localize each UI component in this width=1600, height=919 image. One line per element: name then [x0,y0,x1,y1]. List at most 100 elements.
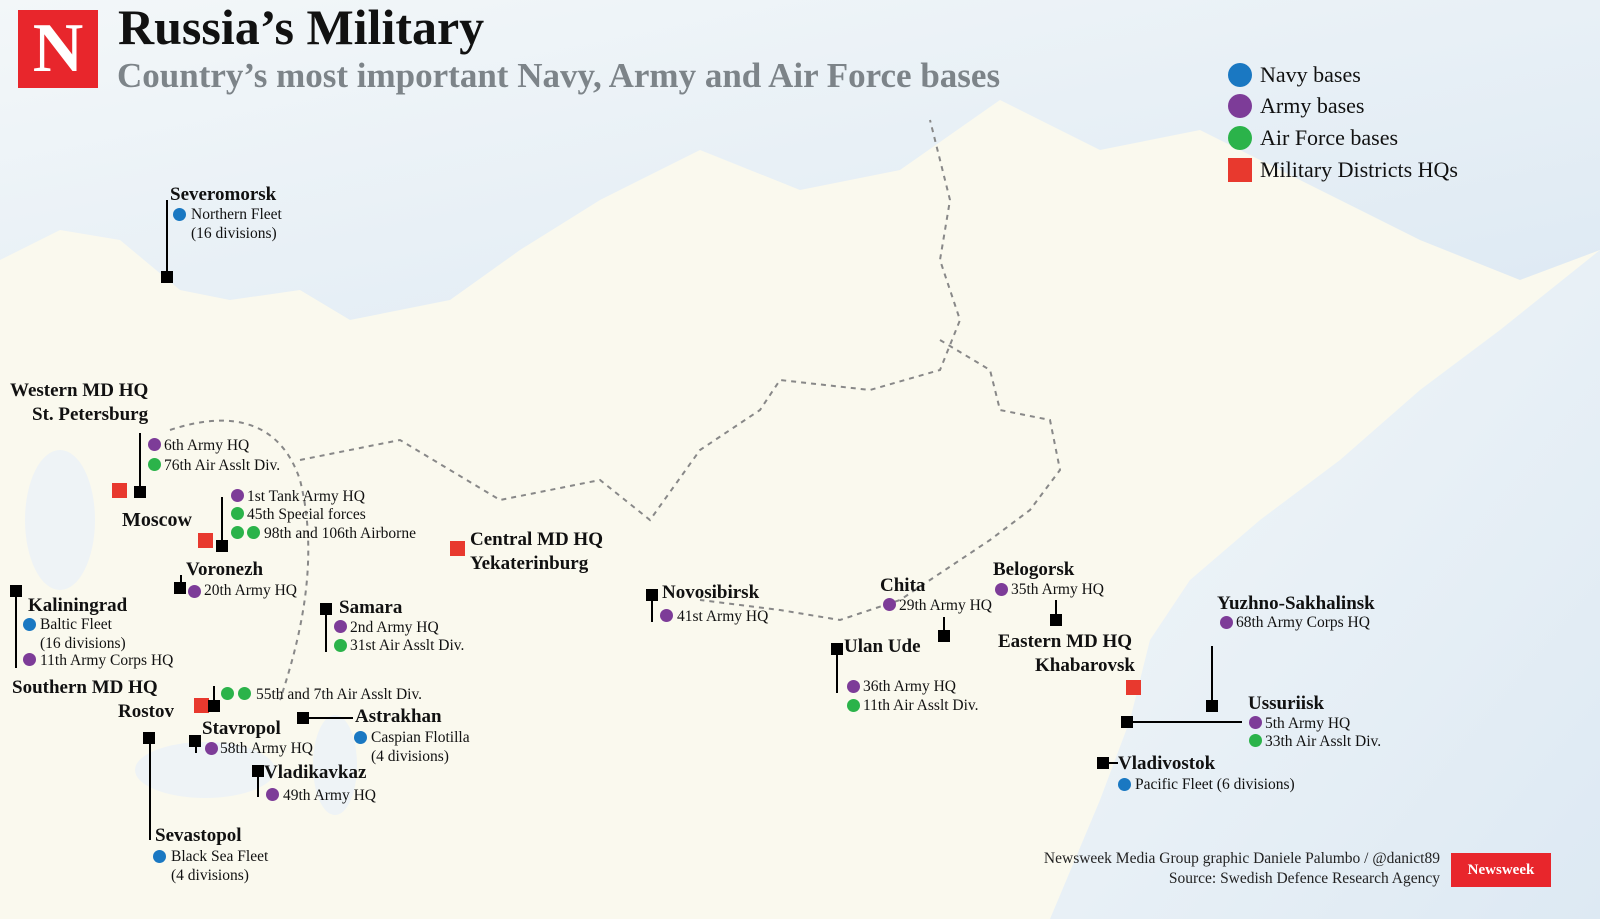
credits: Newsweek Media Group graphic Daniele Pal… [1044,849,1440,889]
location-marker [161,271,173,283]
army-dot-icon [334,620,347,633]
navy-dot-icon [153,850,166,863]
city-name: Belogorsk [993,559,1075,580]
army-dot-icon [23,653,36,666]
leader-line [1211,646,1213,704]
army-dot-icon [205,742,218,755]
army-dot-icon [148,438,161,451]
leader-line [943,617,945,633]
location-marker [938,630,950,642]
location-marker [1050,614,1062,626]
legend-label: Air Force bases [1260,125,1399,150]
unit-label: (4 divisions) [371,748,449,765]
city-name: Ussuriisk [1248,693,1325,714]
newsweek-badge: Newsweek [1451,853,1551,887]
unit-label: 33th Air Asslt Div. [1265,733,1382,750]
unit-label: 58th Army HQ [220,740,313,757]
location-marker [174,582,186,594]
unit-label: Baltic Fleet [40,616,112,633]
leader-line [257,770,259,797]
legend-navy: Navy bases [1228,62,1361,88]
city-name: Moscow [122,509,192,531]
air-dot-icon [1228,126,1252,150]
army-dot-icon [1220,616,1233,629]
district-borders [169,119,1062,701]
army-dot-icon [847,680,860,693]
leader-line [221,497,223,543]
graphic-credit: Newsweek Media Group graphic Daniele Pal… [1043,850,1440,867]
leader-line [303,717,353,719]
city-name: St. Petersburg [32,404,149,425]
city-name: Ulan Ude [844,636,921,657]
page-title: Russia’s Military [118,0,485,55]
city-name: Kaliningrad [28,595,128,616]
army-dot-icon [188,585,201,598]
hq-marker [194,698,209,713]
baltic-sea [25,450,95,590]
leader-line [1103,762,1118,764]
unit-label: 76th Air Asslt Div. [164,457,281,474]
air-dot-icon [221,687,234,700]
city-name: Severomorsk [170,184,277,205]
pacific-ocean [1050,250,1600,919]
unit-label: 11th Army Corps HQ [40,652,174,669]
air-dot-icon [847,699,860,712]
location-marker [1121,716,1133,728]
district-name: Western MD HQ [10,380,149,401]
city-name: Vladivostok [1118,753,1216,774]
district-name: Southern MD HQ [12,677,158,698]
unit-label: 49th Army HQ [283,787,376,804]
unit-label: 36th Army HQ [863,678,956,695]
unit-label: 6th Army HQ [164,437,250,454]
unit-label: 55th and 7th Air Asslt Div. [256,686,423,703]
leader-line [1128,721,1242,723]
hq-square-icon [1228,158,1252,182]
leader-line [15,590,17,668]
city-name: Vladikavkaz [264,762,367,783]
air-dot-icon [231,507,244,520]
unit-label: 35th Army HQ [1011,581,1104,598]
navy-dot-icon [1118,778,1131,791]
hq-marker [1126,680,1141,695]
city-name: Stavropol [202,718,281,739]
city-name: Voronezh [186,559,264,580]
unit-label: (4 divisions) [171,867,249,884]
unit-label: Pacific Fleet (6 divisions) [1135,776,1295,793]
army-dot-icon [266,788,279,801]
air-dot-icon [148,458,161,471]
army-dot-icon [660,609,673,622]
navy-dot-icon [23,618,36,631]
black-sea [135,742,275,798]
air-dot-icon [247,526,260,539]
hq-marker [112,483,127,498]
unit-label: (16 divisions) [40,635,126,652]
leader-line [139,433,141,489]
legend-label: Military Districts HQs [1260,157,1458,182]
leader-line [180,575,182,585]
city-name: Yuzhno-Sakhalinsk [1217,593,1375,614]
city-name: Yekaterinburg [470,553,589,574]
unit-label: 2nd Army HQ [350,619,439,636]
newsweek-logo: N [18,10,98,88]
unit-label: Northern Fleet [191,206,282,223]
hq-marker [198,533,213,548]
air-dot-icon [334,639,347,652]
army-dot-icon [1249,716,1262,729]
source-credit: Source: Swedish Defence Research Agency [1168,870,1440,887]
location-marker [216,540,228,552]
city-name: Khabarovsk [1035,655,1135,676]
city-name: Chita [880,575,926,596]
unit-label: Black Sea Fleet [171,848,269,865]
leader-line [836,648,838,693]
legend-army: Army bases [1228,93,1364,119]
city-name: Samara [339,597,403,618]
leader-line [325,608,327,652]
unit-label: 29th Army HQ [899,597,992,614]
city-name: Astrakhan [355,706,442,727]
legend-label: Army bases [1260,93,1365,118]
legend-label: Navy bases [1260,62,1361,87]
city-name: Novosibirsk [662,582,760,603]
caspian-sea [313,715,357,815]
leader-line [1055,600,1057,616]
